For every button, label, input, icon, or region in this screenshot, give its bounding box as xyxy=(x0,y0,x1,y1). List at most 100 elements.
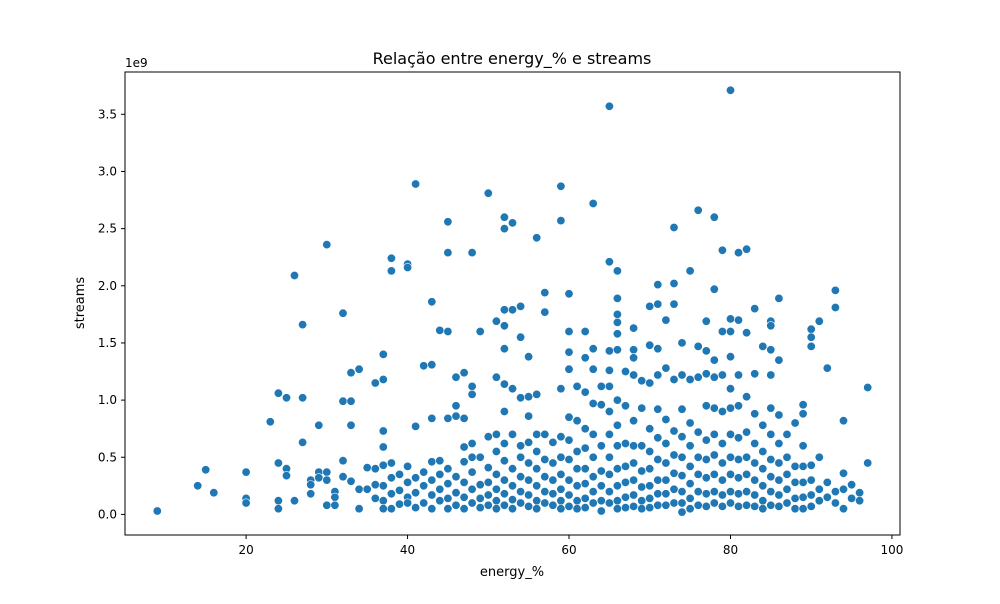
data-point xyxy=(516,332,526,342)
data-point xyxy=(701,501,711,511)
data-point xyxy=(766,500,776,510)
data-point xyxy=(693,469,703,479)
data-point xyxy=(435,484,445,494)
data-point xyxy=(386,473,396,483)
data-point xyxy=(483,463,493,473)
data-point xyxy=(394,469,404,479)
data-point xyxy=(629,501,639,511)
data-point xyxy=(596,400,606,410)
data-point xyxy=(847,493,857,503)
data-point xyxy=(435,456,445,466)
data-point xyxy=(419,481,429,491)
data-point xyxy=(612,496,622,506)
data-point xyxy=(491,446,501,456)
data-point xyxy=(725,85,735,95)
data-point xyxy=(620,366,630,376)
data-point xyxy=(516,472,526,482)
data-point xyxy=(362,484,372,494)
data-point xyxy=(806,501,816,511)
data-point xyxy=(298,320,308,330)
data-point xyxy=(717,326,727,336)
data-point xyxy=(241,498,251,508)
data-point xyxy=(540,307,550,317)
data-point xyxy=(612,317,622,327)
data-point xyxy=(281,471,291,481)
data-point xyxy=(580,503,590,513)
data-point xyxy=(322,467,332,477)
data-point xyxy=(629,475,639,485)
data-point xyxy=(822,492,832,502)
data-point xyxy=(507,495,517,505)
data-point xyxy=(540,472,550,482)
data-point xyxy=(782,484,792,494)
chart-title: Relação entre energy_% e streams xyxy=(373,49,652,69)
data-point xyxy=(451,472,461,482)
data-point xyxy=(798,504,808,514)
data-point xyxy=(766,472,776,482)
data-point xyxy=(790,493,800,503)
y-offset-label: 1e9 xyxy=(125,56,148,70)
data-point xyxy=(822,363,832,373)
data-point xyxy=(782,429,792,439)
data-point xyxy=(629,370,639,380)
data-point xyxy=(572,446,582,456)
x-tick-label: 100 xyxy=(880,543,903,557)
data-point xyxy=(378,349,388,359)
data-point xyxy=(273,496,283,506)
data-point xyxy=(524,352,534,362)
data-point xyxy=(378,504,388,514)
data-point xyxy=(725,326,735,336)
data-point xyxy=(411,421,421,431)
data-point xyxy=(499,344,509,354)
data-point xyxy=(774,458,784,468)
data-point xyxy=(499,456,509,466)
data-point xyxy=(580,479,590,489)
data-point xyxy=(725,314,735,324)
data-point xyxy=(677,338,687,348)
axes-frame xyxy=(124,71,901,536)
data-point xyxy=(354,504,364,514)
data-point xyxy=(693,341,703,351)
data-point xyxy=(378,426,388,436)
y-tick-label: 1.5 xyxy=(98,336,117,350)
data-point xyxy=(750,369,760,379)
data-point xyxy=(709,403,719,413)
data-point xyxy=(790,418,800,428)
data-point xyxy=(378,496,388,506)
data-point xyxy=(774,490,784,500)
data-point xyxy=(370,493,380,503)
data-point xyxy=(742,469,752,479)
data-point xyxy=(507,384,517,394)
data-point xyxy=(572,416,582,426)
data-point xyxy=(653,489,663,499)
data-point xyxy=(467,452,477,462)
data-point xyxy=(572,504,582,514)
x-tick-label: 20 xyxy=(238,543,253,557)
data-point xyxy=(588,429,598,439)
data-point xyxy=(483,500,493,510)
data-point xyxy=(281,393,291,403)
data-point xyxy=(564,490,574,500)
data-point xyxy=(467,438,477,448)
data-point xyxy=(637,441,647,451)
data-point xyxy=(483,188,493,198)
data-point xyxy=(499,379,509,389)
data-point xyxy=(596,506,606,516)
data-point xyxy=(863,458,873,468)
data-point xyxy=(548,475,558,485)
data-point xyxy=(645,424,655,434)
data-point xyxy=(548,437,558,447)
data-point xyxy=(556,432,566,442)
data-point xyxy=(459,504,469,514)
data-point xyxy=(790,477,800,487)
data-point xyxy=(604,487,614,497)
data-point xyxy=(758,341,768,351)
data-point xyxy=(588,487,598,497)
data-point xyxy=(443,248,453,258)
data-point xyxy=(717,490,727,500)
y-tick-label: 2.5 xyxy=(98,222,117,236)
data-point xyxy=(806,460,816,470)
data-point xyxy=(612,266,622,276)
data-point xyxy=(855,496,865,506)
data-point xyxy=(637,482,647,492)
